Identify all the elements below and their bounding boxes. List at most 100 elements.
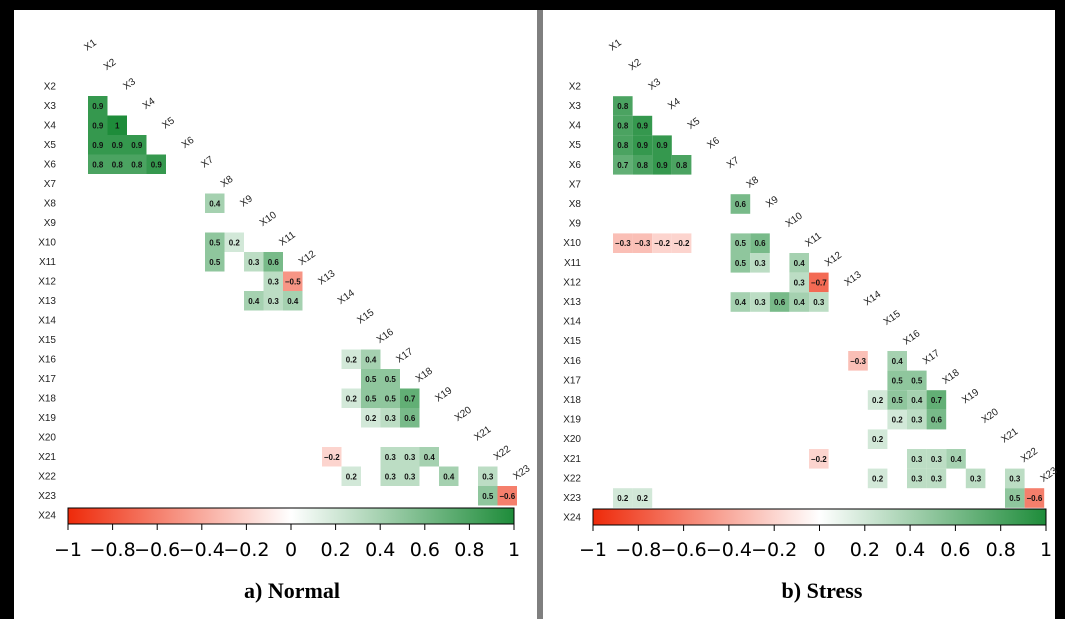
cell-value-label: 0.8 xyxy=(617,102,629,111)
cell-value-label: 0.5 xyxy=(209,238,221,247)
cell-value-label: 0.8 xyxy=(617,141,629,150)
cell-value-label: 0.3 xyxy=(385,472,397,481)
heatmap-panel-stress: 0.80.8 0.90.8 0.9 0.90.7 0.8 0.9 0.80.6−0.3 −0.… xyxy=(563,37,1060,603)
heatmap-cell xyxy=(341,388,361,408)
heatmap-cell xyxy=(400,466,420,486)
cell-value-label: 0.4 xyxy=(735,298,747,307)
heatmap-cell xyxy=(848,351,868,371)
row-label: X5 xyxy=(44,140,57,151)
row-label: X23 xyxy=(38,491,56,502)
cell-value-label: 0.3 xyxy=(931,455,943,464)
heatmap-cell xyxy=(205,232,225,252)
cell-value-label: −0.7 xyxy=(811,278,827,287)
cell-value-label: −0.2 xyxy=(674,239,690,248)
heatmap-cell xyxy=(946,449,966,469)
row-label: X5 xyxy=(569,140,582,151)
row-label: X8 xyxy=(569,199,582,210)
heatmap-cell xyxy=(750,233,770,253)
cell-value-label: 0.7 xyxy=(404,394,416,403)
column-label: X15 xyxy=(882,308,903,327)
row-label: X21 xyxy=(563,454,581,465)
cell-value-label: 0.4 xyxy=(365,355,377,364)
row-label: X2 xyxy=(569,81,582,92)
cell-value-label: −0.3 xyxy=(615,239,631,248)
column-label: X16 xyxy=(375,326,396,345)
heatmap-cell xyxy=(361,369,381,389)
cell-value-label: 0.8 xyxy=(112,160,124,169)
cell-value-label: 0.5 xyxy=(385,375,397,384)
row-label: X22 xyxy=(563,473,581,484)
column-label: X6 xyxy=(705,135,722,151)
heatmap-cell xyxy=(400,408,420,428)
cell-value-label: 0.5 xyxy=(892,376,904,385)
heatmap-cell xyxy=(632,115,653,136)
row-label: X17 xyxy=(38,374,56,385)
column-label: X5 xyxy=(686,116,703,132)
heatmap-cell xyxy=(400,447,420,467)
heatmap-cell xyxy=(283,271,303,291)
cell-value-label: 0.3 xyxy=(268,277,280,286)
heatmap-cell xyxy=(907,409,927,430)
heatmap-cell xyxy=(809,449,829,469)
column-label: X8 xyxy=(745,174,762,190)
colorbar-tick-label: 0.2 xyxy=(320,539,350,561)
heatmap-cell xyxy=(88,154,108,174)
heatmap-cell xyxy=(146,154,166,174)
heatmap-cell xyxy=(361,349,381,369)
heatmap-cell xyxy=(205,193,225,213)
cell-value-label: −0.5 xyxy=(285,277,301,286)
cell-value-label: 0.6 xyxy=(735,200,747,209)
cell-value-label: −0.2 xyxy=(811,455,827,464)
colorbar xyxy=(592,508,1047,526)
heatmap-cell xyxy=(613,135,633,155)
row-label: X16 xyxy=(38,354,56,365)
heatmap-cell xyxy=(361,408,381,428)
heatmap-cell xyxy=(730,253,751,273)
column-label: X19 xyxy=(433,385,454,404)
cell-value-label: 0.9 xyxy=(92,121,104,130)
colorbar-tick-label: −0.8 xyxy=(615,539,661,561)
cell-value-label: 0.2 xyxy=(872,435,884,444)
column-label: X13 xyxy=(843,269,864,288)
column-label: X1 xyxy=(607,37,624,53)
heatmap-cell xyxy=(263,291,283,311)
heatmap-cell xyxy=(907,370,927,391)
row-label: X13 xyxy=(38,296,56,307)
colorbar-tick-label: 0.6 xyxy=(940,539,970,561)
cell-value-label: 0.3 xyxy=(970,474,982,483)
column-label: X22 xyxy=(492,443,513,462)
cell-value-label: −0.3 xyxy=(850,357,866,366)
row-label: X20 xyxy=(563,434,581,445)
column-label: X5 xyxy=(160,115,177,131)
cell-value-label: 0.2 xyxy=(229,238,241,247)
cell-value-label: 0.5 xyxy=(735,259,747,268)
row-label: X6 xyxy=(569,160,582,171)
heatmap-cell xyxy=(907,449,927,469)
heatmap-cell xyxy=(283,291,303,311)
cell-value-label: 0.3 xyxy=(482,472,494,481)
column-label: X19 xyxy=(960,387,981,406)
cell-value-label: 0.2 xyxy=(892,416,904,425)
row-label: X14 xyxy=(38,315,56,326)
cell-value-label: 0.2 xyxy=(872,396,884,405)
row-label: X17 xyxy=(563,375,581,386)
column-label: X12 xyxy=(823,250,844,269)
heatmap-cell xyxy=(88,96,108,116)
column-label: X11 xyxy=(277,229,298,248)
colorbar-tick-label: 0.8 xyxy=(986,539,1016,561)
heatmap-cell xyxy=(1024,488,1045,508)
row-label: X10 xyxy=(38,237,56,248)
heatmap-cell xyxy=(244,291,264,311)
row-label: X18 xyxy=(563,395,581,406)
heatmap-cell xyxy=(380,388,400,408)
colorbar-tick-label: 0.6 xyxy=(410,539,440,561)
heatmap-cell xyxy=(380,466,400,486)
colorbar-tick-label: −0.4 xyxy=(706,539,752,561)
heatmap-cell xyxy=(887,370,907,391)
heatmap-cell xyxy=(613,96,633,116)
cell-value-label: 0.4 xyxy=(287,297,299,306)
column-label: X14 xyxy=(336,287,357,306)
heatmap-cell xyxy=(244,252,264,272)
row-label: X19 xyxy=(38,413,56,424)
cell-value-label: 0.3 xyxy=(911,474,923,483)
